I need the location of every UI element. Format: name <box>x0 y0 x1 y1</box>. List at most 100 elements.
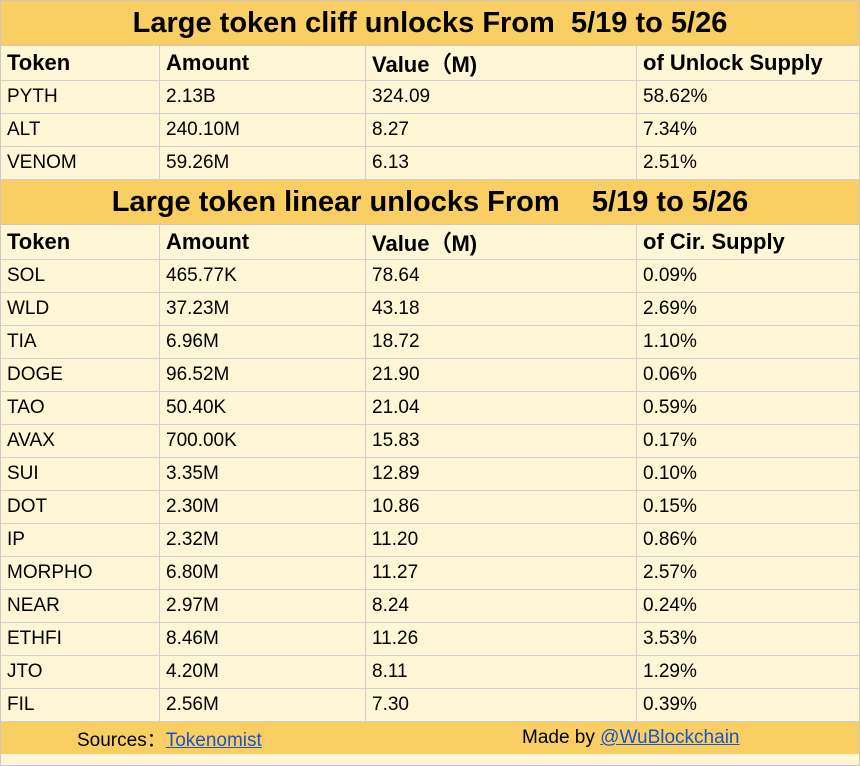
table-row: TIA 6.96M 18.72 1.10% <box>1 326 859 359</box>
column-header: Amount <box>160 225 366 259</box>
value-cell: 8.24 <box>366 590 637 622</box>
column-header: of Unlock Supply <box>643 50 823 75</box>
table-row: WLD 37.23M 43.18 2.69% <box>1 293 859 326</box>
amount-cell: 50.40K <box>160 392 366 424</box>
supply-cell: 0.10% <box>643 463 697 484</box>
linear-table-body: SOL 465.77K 78.64 0.09% WLD 37.23M 43.18 2.69% T… <box>1 260 859 722</box>
sources-label: Sources： <box>77 729 166 751</box>
token-cell: VENOM <box>1 147 160 179</box>
amount-cell: 240.10M <box>160 114 366 146</box>
table-row: IP 2.32M 11.20 0.86% <box>1 524 859 557</box>
supply-cell: 0.15% <box>643 496 697 517</box>
supply-cell: 2.51% <box>643 152 697 173</box>
amount-cell: 37.23M <box>160 293 366 325</box>
token-cell: IP <box>1 524 160 556</box>
amount-cell: 700.00K <box>160 425 366 457</box>
table-row: MORPHO 6.80M 11.27 2.57% <box>1 557 859 590</box>
value-cell: 78.64 <box>366 260 637 292</box>
table-row: SUI 3.35M 12.89 0.10% <box>1 458 859 491</box>
sources-link[interactable]: Tokenomist <box>165 729 262 751</box>
column-header: Token <box>1 46 160 80</box>
token-cell: WLD <box>1 293 160 325</box>
amount-cell: 2.56M <box>160 689 366 721</box>
token-cell: JTO <box>1 656 160 688</box>
amount-cell: 2.97M <box>160 590 366 622</box>
sources-credit: Sources：Tokenomist <box>1 725 361 752</box>
value-cell: 21.90 <box>366 359 637 391</box>
table-row: FIL 2.56M 7.30 0.39% <box>1 689 859 722</box>
supply-cell: 0.39% <box>643 694 697 715</box>
cliff-unlocks-title: Large token cliff unlocks From 5/19 to 5… <box>1 1 859 46</box>
value-cell: 8.11 <box>366 656 637 688</box>
column-header: Amount <box>160 46 366 80</box>
supply-cell: 3.53% <box>643 628 697 649</box>
amount-cell: 4.20M <box>160 656 366 688</box>
supply-cell: 1.10% <box>643 331 697 352</box>
cliff-table-body: PYTH 2.13B 324.09 58.62% ALT 240.10M 8.27 7.34%… <box>1 81 859 180</box>
amount-cell: 2.32M <box>160 524 366 556</box>
token-cell: ALT <box>1 114 160 146</box>
table-row: NEAR 2.97M 8.24 0.24% <box>1 590 859 623</box>
amount-cell: 96.52M <box>160 359 366 391</box>
column-header: Value（M) <box>366 46 637 80</box>
amount-cell: 3.35M <box>160 458 366 490</box>
value-cell: 7.30 <box>366 689 637 721</box>
amount-cell: 465.77K <box>160 260 366 292</box>
table-row: DOGE 96.52M 21.90 0.06% <box>1 359 859 392</box>
supply-cell: 2.69% <box>643 298 697 319</box>
value-cell: 18.72 <box>366 326 637 358</box>
token-cell: NEAR <box>1 590 160 622</box>
value-cell: 11.27 <box>366 557 637 589</box>
token-cell: FIL <box>1 689 160 721</box>
value-cell: 15.83 <box>366 425 637 457</box>
table-row: AVAX 700.00K 15.83 0.17% <box>1 425 859 458</box>
token-cell: AVAX <box>1 425 160 457</box>
table-row: ALT 240.10M 8.27 7.34% <box>1 114 859 147</box>
value-cell: 12.89 <box>366 458 637 490</box>
table-row: VENOM 59.26M 6.13 2.51% <box>1 147 859 180</box>
token-cell: DOGE <box>1 359 160 391</box>
column-header: Value（M) <box>366 225 637 259</box>
value-cell: 324.09 <box>366 81 637 113</box>
token-cell: PYTH <box>1 81 160 113</box>
value-cell: 11.26 <box>366 623 637 655</box>
table-row: ETHFI 8.46M 11.26 3.53% <box>1 623 859 656</box>
token-cell: TAO <box>1 392 160 424</box>
table-row: JTO 4.20M 8.11 1.29% <box>1 656 859 689</box>
table-row: SOL 465.77K 78.64 0.09% <box>1 260 859 293</box>
token-cell: SOL <box>1 260 160 292</box>
token-cell: ETHFI <box>1 623 160 655</box>
amount-cell: 2.30M <box>160 491 366 523</box>
token-cell: TIA <box>1 326 160 358</box>
supply-cell: 58.62% <box>643 86 708 107</box>
table-row: PYTH 2.13B 324.09 58.62% <box>1 81 859 114</box>
value-cell: 11.20 <box>366 524 637 556</box>
linear-header-row: Token Amount Value（M) of Cir. Supply <box>1 225 859 260</box>
footer: Sources：Tokenomist Made by @WuBlockchain <box>1 722 859 754</box>
cliff-header-row: Token Amount Value（M) of Unlock Supply <box>1 46 859 81</box>
amount-cell: 6.96M <box>160 326 366 358</box>
supply-cell: 1.29% <box>643 661 697 682</box>
value-cell: 8.27 <box>366 114 637 146</box>
value-cell: 10.86 <box>366 491 637 523</box>
made-by-label: Made by <box>522 727 601 748</box>
token-cell: DOT <box>1 491 160 523</box>
amount-cell: 6.80M <box>160 557 366 589</box>
made-by-link[interactable]: @WuBlockchain <box>600 727 740 748</box>
supply-cell: 0.86% <box>643 529 697 550</box>
token-cell: SUI <box>1 458 160 490</box>
table-row: TAO 50.40K 21.04 0.59% <box>1 392 859 425</box>
supply-cell: 0.09% <box>643 265 697 286</box>
supply-cell: 0.06% <box>643 364 697 385</box>
token-cell: MORPHO <box>1 557 160 589</box>
supply-cell: 0.24% <box>643 595 697 616</box>
supply-cell: 0.59% <box>643 397 697 418</box>
linear-unlocks-title: Large token linear unlocks From 5/19 to … <box>1 180 859 225</box>
amount-cell: 8.46M <box>160 623 366 655</box>
value-cell: 21.04 <box>366 392 637 424</box>
column-header: of Cir. Supply <box>643 229 785 254</box>
supply-cell: 0.17% <box>643 430 697 451</box>
supply-cell: 7.34% <box>643 119 697 140</box>
value-cell: 43.18 <box>366 293 637 325</box>
